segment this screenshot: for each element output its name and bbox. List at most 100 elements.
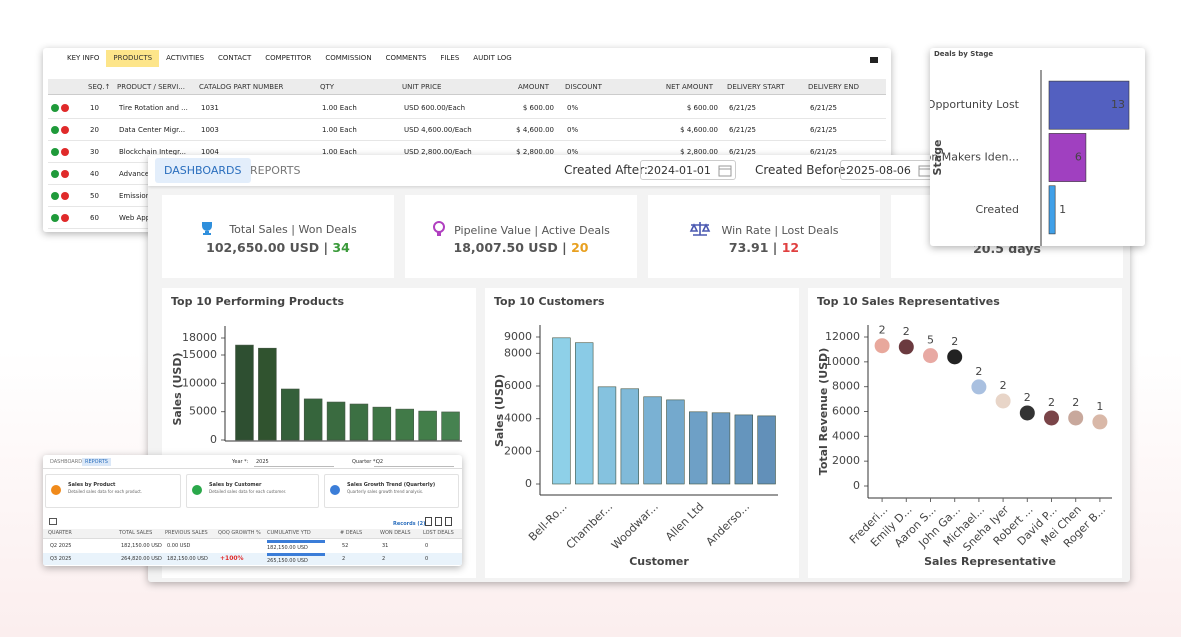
- column-header: DELIVERY START: [727, 83, 785, 91]
- bar: [1048, 185, 1056, 235]
- remove-icon: [61, 192, 69, 200]
- category-label: Decision Makers Iden...: [930, 151, 1019, 164]
- kpi-value-row: 73.91 | 12: [648, 240, 880, 255]
- y-tick-label: 2000: [504, 444, 532, 457]
- kpi-value: 102,650.00 USD: [206, 240, 320, 255]
- tab[interactable]: AUDIT LOG: [473, 54, 512, 62]
- y-tick-label: 10000: [825, 355, 860, 368]
- tab[interactable]: DASHBOARDS: [155, 158, 251, 183]
- cell: 182,150.00 USD: [167, 556, 208, 562]
- y-axis-label: Stage: [931, 140, 944, 176]
- cell: $ 4,600.00: [680, 126, 718, 134]
- x-tick-label: Allen Ltd: [663, 500, 706, 543]
- separator: |: [772, 240, 778, 255]
- bar: [326, 401, 346, 441]
- bar: [441, 411, 460, 441]
- point-label: 2: [1000, 379, 1007, 392]
- add-icon: [51, 148, 59, 156]
- tab[interactable]: KEY INFO: [67, 54, 100, 62]
- point: [874, 338, 890, 354]
- tab[interactable]: FILES: [440, 54, 460, 62]
- point-label: 1: [1096, 400, 1103, 413]
- bar: [281, 388, 300, 441]
- lock-body: [870, 57, 878, 63]
- chart: 0 5000 10000 15000 18000 Sales (USD): [171, 326, 462, 446]
- kpi-card: Total Sales | Won Deals 102,650.00 USD |…: [162, 195, 394, 278]
- cell: USD 4,600.00/Each: [404, 126, 472, 134]
- tab[interactable]: PRODUCTS: [106, 50, 160, 67]
- bar: [734, 414, 753, 485]
- y-tick-label: 15000: [182, 348, 217, 361]
- tab[interactable]: REPORTS: [250, 164, 301, 177]
- card-title: Sales Growth Trend (Quarterly): [347, 482, 436, 488]
- bar: [303, 398, 323, 441]
- point: [1092, 414, 1108, 430]
- bar: [597, 386, 617, 485]
- cell: 6/21/25: [810, 148, 837, 156]
- column-header: PREVIOUS SALES: [165, 530, 208, 536]
- column-header: QTY: [320, 83, 335, 91]
- column-header: WON DEALS: [380, 530, 411, 536]
- cell: 2: [382, 556, 386, 562]
- cell: Blockchain Integr...: [119, 148, 187, 156]
- kpi-count: 34: [332, 240, 350, 255]
- cell: 20: [90, 126, 99, 134]
- cell: 6/21/25: [729, 126, 756, 134]
- tab[interactable]: COMMISSION: [325, 54, 372, 62]
- row-divider: [48, 140, 886, 141]
- cell: Advance: [119, 170, 150, 178]
- column-header: DELIVERY END: [808, 83, 859, 91]
- kpi-value: 73.91: [728, 240, 769, 255]
- kpi-label-row: Win Rate | Lost Deals: [648, 221, 880, 237]
- header-band: [43, 529, 462, 539]
- cell: 182,150.00 USD: [267, 545, 308, 551]
- report-card[interactable]: Sales by Customer Detailed sales data for…: [186, 474, 319, 508]
- tab[interactable]: REPORTS: [82, 458, 111, 466]
- cell: 182,150.00 USD: [121, 543, 162, 549]
- select[interactable]: 2025: [254, 458, 334, 467]
- cell: 1003: [201, 126, 219, 134]
- point-label: 2: [975, 365, 982, 378]
- cell: 6/21/25: [810, 126, 837, 134]
- x-axis-label: Sales Representative: [924, 555, 1056, 568]
- x-tick-label: Bell-Ro...: [526, 500, 570, 544]
- kpi-value-row: 102,650.00 USD | 34: [162, 240, 394, 255]
- report-card[interactable]: Sales by Product Detailed sales data for …: [45, 474, 181, 508]
- y-axis-label: Sales (USD): [171, 353, 184, 426]
- bar: [418, 410, 437, 441]
- column-header: NET AMOUNT: [665, 83, 713, 91]
- tab[interactable]: ACTIVITIES: [166, 54, 205, 62]
- select[interactable]: Q2: [374, 458, 454, 467]
- stage-popup: Deals by Stage Opportunity Lost 13 Decision…: [930, 48, 1145, 246]
- y-tick-label: 8000: [504, 346, 532, 359]
- cell: $ 2,800.00: [516, 148, 554, 156]
- cell: 50: [90, 192, 99, 200]
- tab[interactable]: DASHBOARDS: [50, 459, 86, 465]
- cell: 30: [90, 148, 99, 156]
- report-card[interactable]: Sales Growth Trend (Quarterly) Quarterly …: [324, 474, 459, 508]
- progress-bar: [267, 540, 325, 543]
- column-header: DISCOUNT: [565, 83, 602, 91]
- column-header: LOST DEALS: [423, 530, 454, 536]
- bar: [372, 406, 392, 441]
- cell: 0: [425, 543, 429, 549]
- date-input[interactable]: 2024-01-01: [640, 160, 736, 180]
- tab[interactable]: COMMENTS: [385, 54, 427, 62]
- point: [1068, 410, 1084, 426]
- export-icon: [425, 517, 432, 526]
- chart-title: Top 10 Performing Products: [171, 295, 344, 308]
- bar: [395, 408, 414, 441]
- cell: Q3 2025: [50, 556, 72, 562]
- card-description: Detailed sales data for each product.: [68, 489, 143, 494]
- tab[interactable]: COMPETITOR: [265, 54, 312, 62]
- cell: $ 4,600.00: [516, 126, 554, 134]
- tab[interactable]: CONTACT: [218, 54, 252, 62]
- column-header: QOQ GROWTH %: [218, 530, 261, 536]
- card-description: Detailed sales data for each customer.: [209, 489, 287, 494]
- kpi-card: Pipeline Value | Active Deals 18,007.50 …: [405, 195, 637, 278]
- point-label: 2: [879, 324, 886, 337]
- point: [923, 348, 938, 364]
- cell: $ 2,800.00: [680, 148, 718, 156]
- bar: [711, 412, 731, 485]
- trophy-icon: [202, 222, 213, 235]
